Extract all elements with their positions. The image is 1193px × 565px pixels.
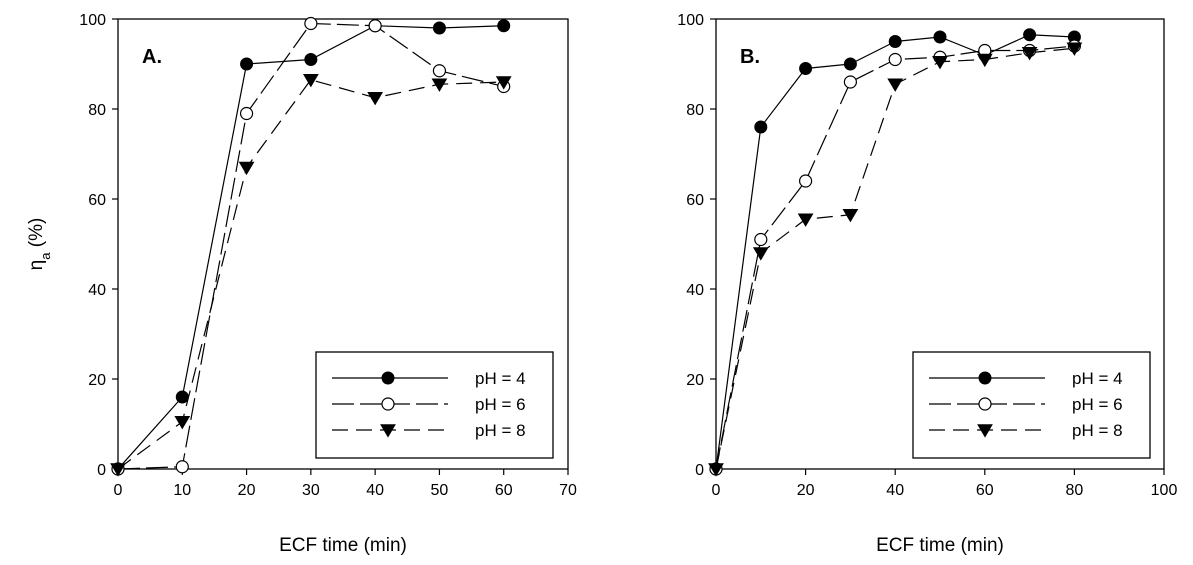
panel-b-series-1-point [754, 120, 768, 134]
panel-a-series-2-point [304, 16, 318, 31]
panel-a-series-3-point [174, 416, 191, 430]
panel-a-x-tick-label: 70 [559, 482, 577, 499]
panel-a-x-tick-label: 10 [173, 482, 191, 499]
panel-a-series-3-point [431, 78, 448, 92]
panel-a-x-tick-label: 50 [431, 482, 449, 499]
panel-a-legend-marker-2 [381, 397, 395, 411]
panel-a-y-tick-label: 80 [88, 102, 106, 119]
panel-a-series-1-point [304, 53, 318, 66]
panel-b-x-tick-label: 40 [886, 482, 904, 499]
panel-b-series-2-point [798, 174, 813, 188]
panel-b-series-3-point [708, 463, 724, 477]
panel-a-series-3-point [495, 76, 512, 90]
panel-b-series-1-point [799, 62, 813, 75]
panel-b-y-tick-label: 20 [686, 372, 704, 389]
panel-b-series-3-point [1066, 42, 1083, 56]
panel-a-series-2-point [368, 19, 382, 33]
panel-b-series-3-point [932, 56, 948, 70]
panel-b-legend-marker-2 [978, 397, 992, 411]
panel-b-series-1-point [843, 57, 857, 71]
panel-b-x-axis-label: ECF time (min) [876, 535, 1004, 556]
panel-a-legend-box [315, 351, 554, 459]
panel-a-panel-label: A. [142, 46, 162, 68]
panel-a-y-tick-label: 40 [88, 282, 106, 299]
panel-b-series-3-point [887, 78, 904, 92]
panel-b-series-1-point [1023, 28, 1037, 42]
panel-a-series-1-point [432, 21, 446, 35]
panel-b-legend-label-3: pH = 8 [1072, 421, 1123, 440]
panel-a-x-tick-label: 60 [495, 482, 513, 499]
panel-a-x-axis-label: ECF time (min) [279, 535, 407, 556]
panel-a-chart: 0 10 20 30 40 50 60 70 0 20 40 60 80 100 ECF time (min… [79, 12, 577, 556]
panel-a-x-tick-label: 30 [302, 482, 320, 499]
panel-b-y-tick-label: 80 [686, 102, 704, 119]
panel-a-legend-label-1: pH = 4 [475, 369, 526, 388]
panel-b-series-3-point [752, 247, 769, 261]
panel-b-y-tick-label: 0 [695, 462, 704, 479]
panel-b-legend-box [912, 351, 1151, 459]
panel-b-legend-label-2: pH = 6 [1072, 395, 1123, 414]
panel-a-y-axis-label: ηa (%) [26, 218, 53, 271]
panel-a-series-3-point [302, 74, 319, 88]
panel-a-y-tick-label: 100 [79, 12, 106, 29]
panel-a-series-3-point [367, 92, 384, 106]
panel-b-x-tick-label: 60 [976, 482, 994, 499]
panel-b-series-1-point [933, 30, 947, 44]
panel-b-y-tick-label: 100 [677, 12, 704, 29]
panel-b-x-tick-label: 100 [1151, 482, 1178, 499]
panel-a-series-2-point [239, 106, 254, 121]
panel-b-series-2-point [754, 232, 768, 247]
panel-a-series-1-point [175, 390, 189, 404]
panel-b-series-2-point [888, 52, 902, 67]
panel-a-y-tick-label: 20 [88, 372, 106, 389]
panel-b-y-tick-label: 60 [686, 192, 704, 209]
panel-a-legend-marker-1 [381, 371, 395, 385]
panel-a-series-1-point [240, 57, 254, 71]
panel-a-series-3-point [238, 161, 255, 176]
panel-b-series-3-point [797, 213, 814, 227]
panel-a-y-tick-label: 0 [97, 462, 106, 479]
panel-a-plot-frame [117, 18, 569, 470]
panel-a-series-3-point [110, 463, 126, 477]
panel-b-plot-frame [715, 18, 1165, 470]
panel-a-series-2-point [175, 460, 189, 474]
panel-a-x-tick-label: 40 [366, 482, 384, 499]
panel-a-legend-label-3: pH = 8 [475, 421, 526, 440]
panel-a-x-tick-label: 20 [238, 482, 256, 499]
panel-b-legend-marker-3 [977, 424, 993, 438]
panel-b-x-tick-label: 0 [712, 482, 721, 499]
panel-a-y-tick-label: 60 [88, 192, 106, 209]
panel-a-legend-marker-3 [380, 424, 396, 438]
panel-b-series-1-point [888, 35, 902, 48]
panel-b-series-3-point [842, 209, 859, 223]
panel-b-panel-label: B. [740, 46, 760, 68]
panel-b-x-tick-label: 20 [797, 482, 815, 499]
panel-b-chart: 0 20 40 60 80 100 0 20 40 60 80 100 ECF time (min) B.… [677, 12, 1177, 556]
panel-a-x-tick-label: 0 [114, 482, 123, 499]
panel-a-legend-label-2: pH = 6 [475, 395, 526, 414]
panel-b-legend-marker-1 [978, 371, 992, 385]
panel-b-series-3-point [1021, 47, 1038, 61]
panel-a-series-2-point [432, 64, 447, 78]
panel-b-x-tick-label: 80 [1066, 482, 1084, 499]
panel-b-legend-label-1: pH = 4 [1072, 369, 1123, 388]
panel-b-series-3-point [976, 53, 993, 68]
panel-b-series-2-point [843, 75, 858, 89]
panel-b-y-tick-label: 40 [686, 282, 704, 299]
panel-a-series-1-point [497, 19, 511, 33]
